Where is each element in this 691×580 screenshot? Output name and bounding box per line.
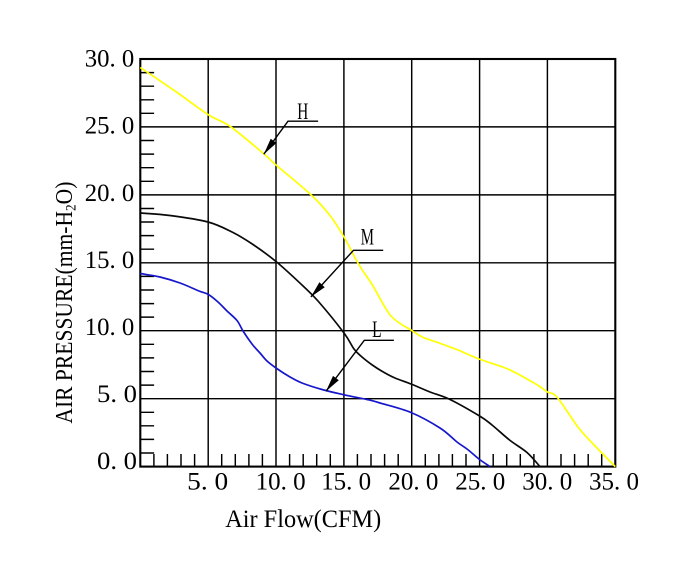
svg-text:35. 0: 35. 0: [589, 468, 639, 495]
svg-text:30. 0: 30. 0: [85, 46, 135, 73]
svg-text:10. 0: 10. 0: [85, 314, 135, 341]
svg-text:L: L: [372, 317, 382, 342]
svg-text:25. 0: 25. 0: [455, 468, 505, 495]
svg-text:25. 0: 25. 0: [85, 113, 135, 140]
svg-text:15. 0: 15. 0: [321, 468, 371, 495]
svg-text:0. 0: 0. 0: [97, 448, 137, 475]
svg-text:AIR PRESSURE(mm-H2O): AIR PRESSURE(mm-H2O): [51, 182, 80, 424]
svg-text:5. 0: 5. 0: [187, 468, 228, 495]
svg-text:20. 0: 20. 0: [388, 468, 438, 495]
svg-text:15. 0: 15. 0: [85, 247, 135, 274]
svg-text:H: H: [297, 99, 308, 124]
svg-text:Air Flow(CFM): Air Flow(CFM): [225, 506, 381, 533]
svg-text:5. 0: 5. 0: [97, 381, 137, 408]
svg-text:30. 0: 30. 0: [522, 468, 572, 495]
svg-text:10. 0: 10. 0: [256, 468, 306, 495]
svg-text:M: M: [361, 225, 374, 250]
svg-text:20. 0: 20. 0: [85, 180, 135, 207]
